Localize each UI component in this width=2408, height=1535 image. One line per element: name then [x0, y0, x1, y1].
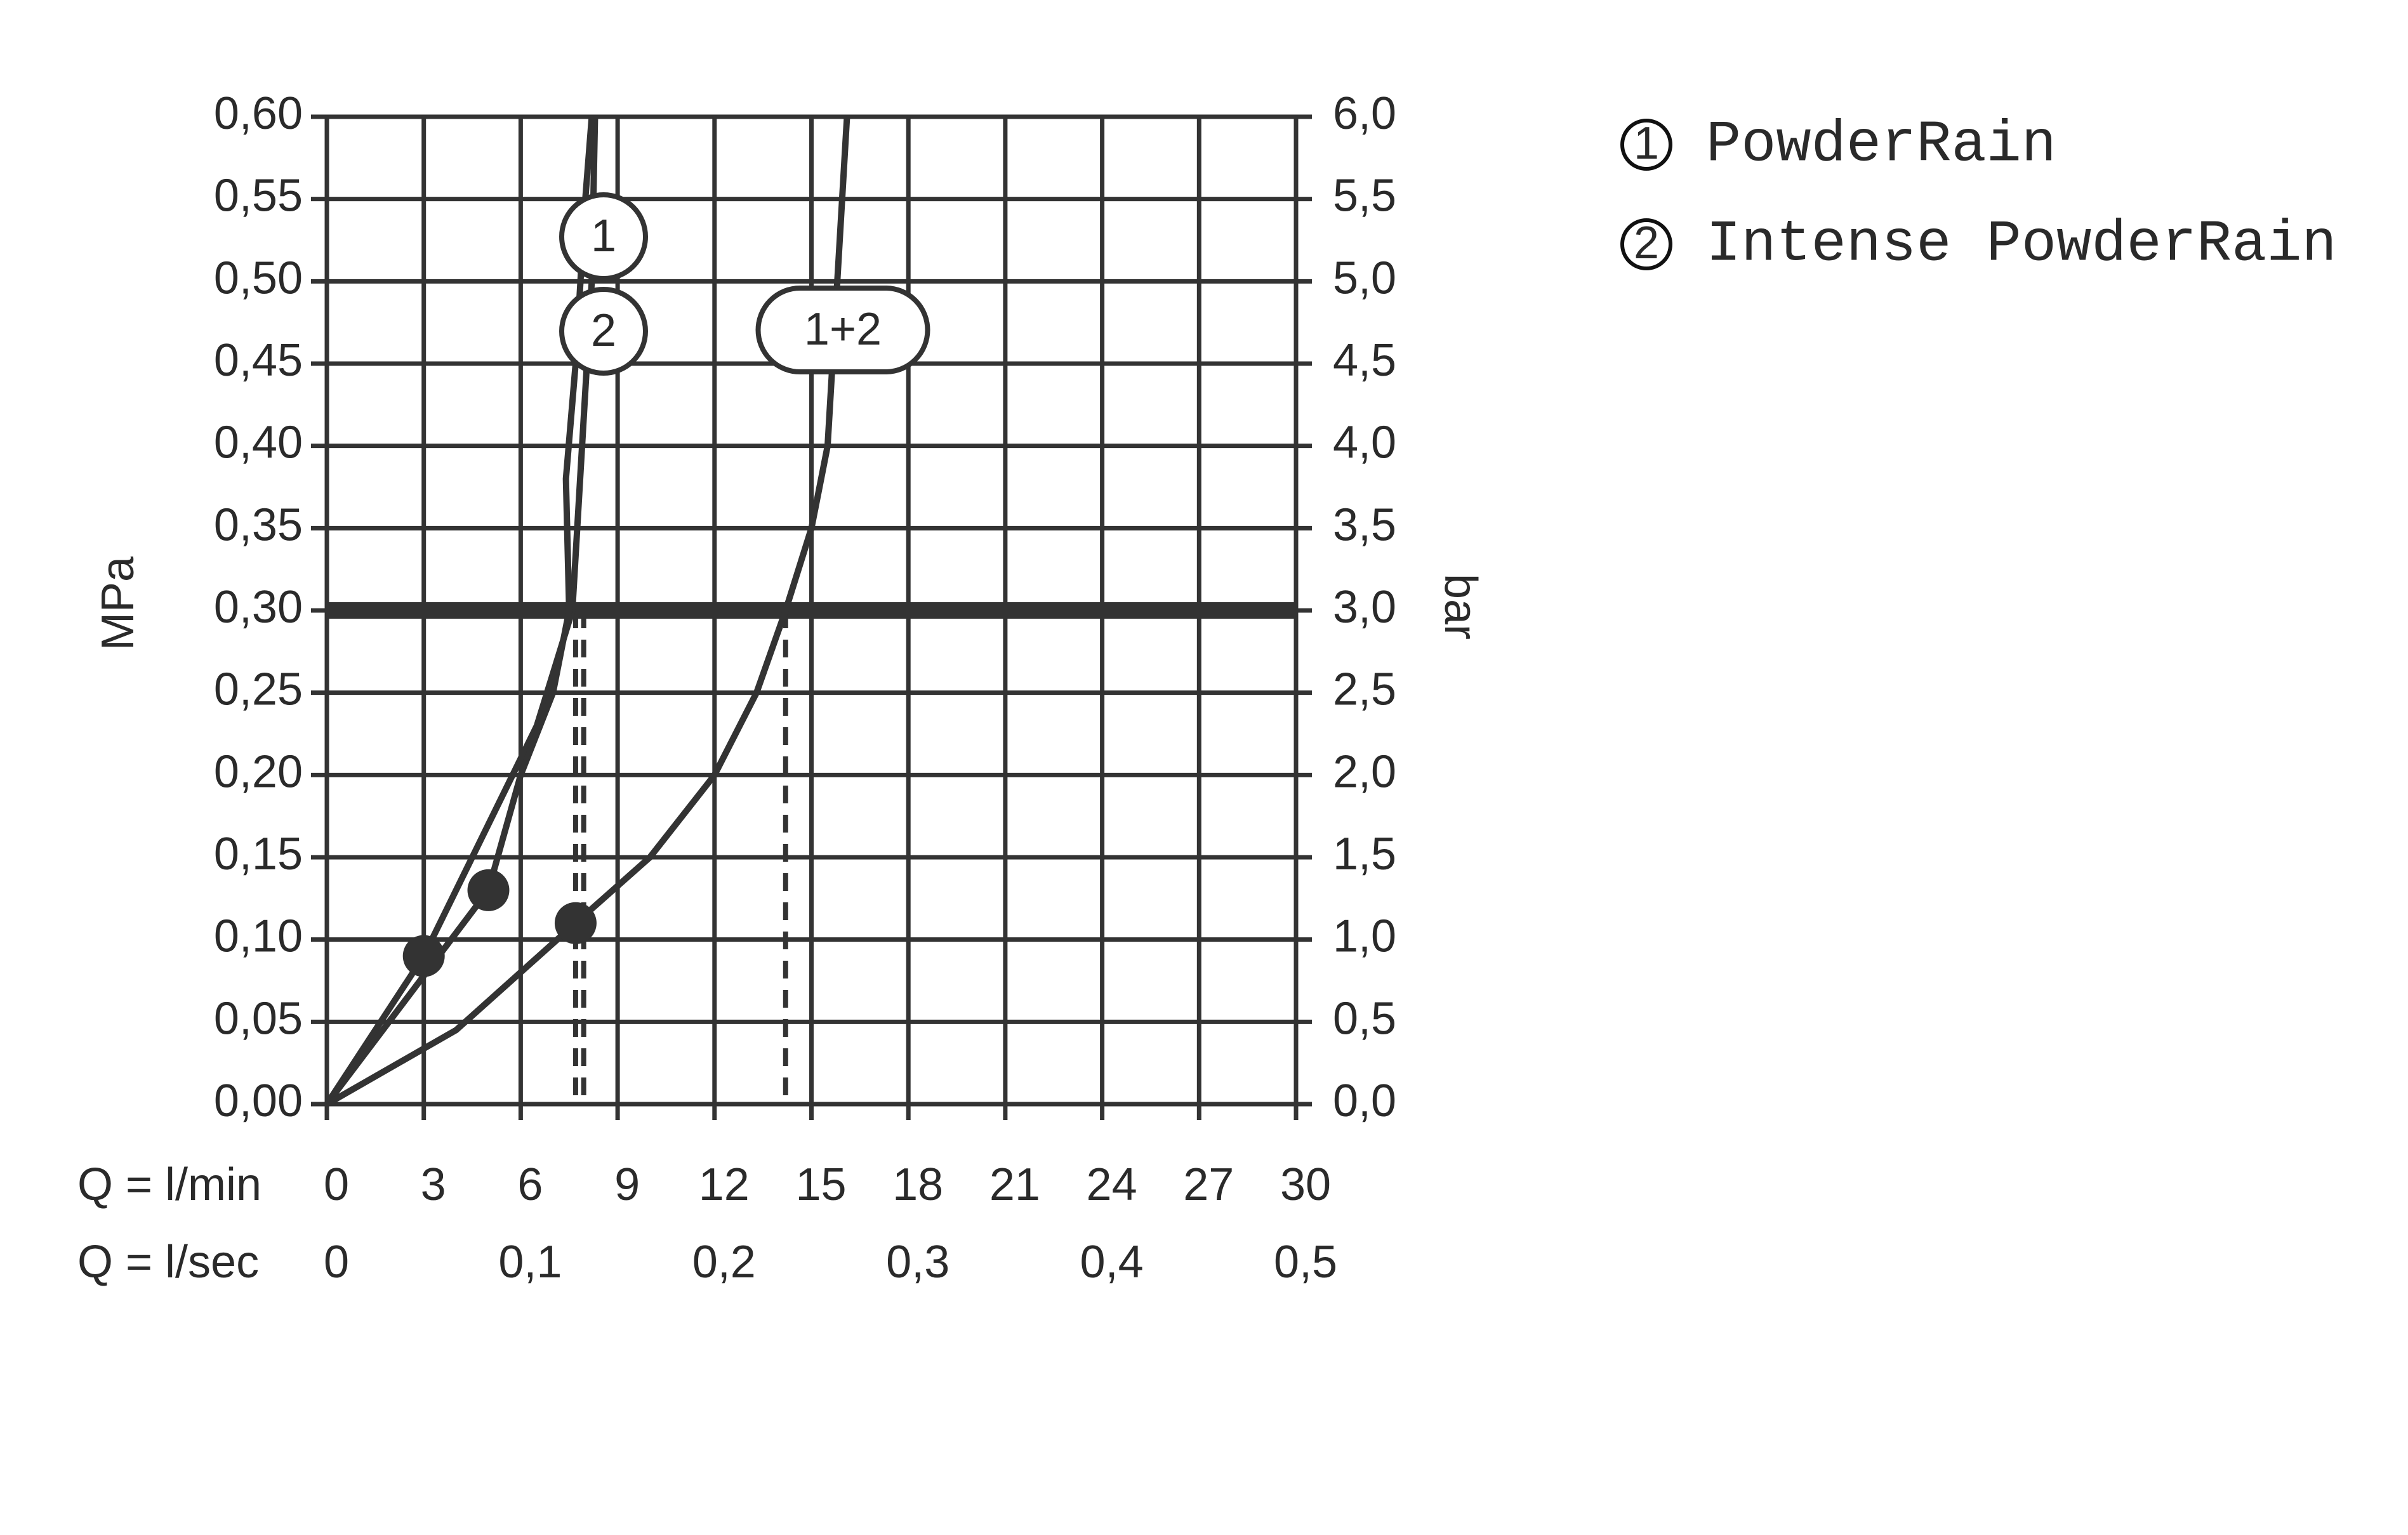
x-tick-label: 9: [614, 1159, 640, 1210]
y-tick-label: 0,40: [214, 418, 303, 468]
x-tick-label: 21: [989, 1159, 1040, 1210]
y-tick-label: 0,05: [214, 993, 303, 1044]
curve-tag-frame: [559, 192, 648, 281]
y2-tick-label: 6,0: [1333, 88, 1396, 139]
x-axis-title: Q = l/min: [77, 1159, 261, 1210]
y2-tick-label: 4,0: [1333, 418, 1396, 468]
legend-symbol-number: 1: [1634, 118, 1659, 169]
x2-tick-label: 0,3: [886, 1237, 949, 1288]
y2-tick-label: 2,5: [1333, 664, 1396, 715]
curve-tag: 1: [591, 211, 616, 261]
legend-symbol-number: 2: [1634, 218, 1659, 268]
legend-entry: PowderRain: [1706, 111, 2056, 178]
x2-tick-label: 0,4: [1080, 1237, 1144, 1288]
x-tick-label: 15: [795, 1159, 846, 1210]
y2-tick-label: 5,5: [1333, 171, 1396, 221]
y-tick-label: 0,25: [214, 664, 303, 715]
x2-tick-label: 0: [324, 1237, 349, 1288]
y2-tick-label: 3,5: [1333, 499, 1396, 550]
curve: [325, 116, 850, 1107]
y2-tick-label: 1,0: [1333, 911, 1396, 962]
legend-symbol: [1620, 218, 1672, 270]
x2-axis-title: Q = l/sec: [77, 1237, 259, 1288]
y-tick-label: 0,15: [214, 829, 303, 879]
x-tick-label: 27: [1183, 1159, 1234, 1210]
curve-tag-frame: [755, 286, 930, 374]
x2-tick-label: 0,5: [1274, 1237, 1337, 1288]
y2-tick-label: 3,0: [1333, 582, 1396, 633]
y2-tick-label: 5,0: [1333, 253, 1396, 303]
y-tick-label: 0,60: [214, 88, 303, 139]
x-tick-label: 0: [324, 1159, 349, 1210]
y2-tick-label: 1,5: [1333, 829, 1396, 879]
curve-tag: 2: [591, 305, 616, 356]
legend-symbol: [1620, 119, 1672, 171]
y2-axis-title: bar: [1435, 574, 1486, 640]
y-tick-label: 0,30: [214, 582, 303, 633]
y-tick-label: 0,00: [214, 1076, 303, 1126]
y-tick-label: 0,55: [214, 171, 303, 221]
curve-tag: 1+2: [804, 304, 882, 355]
y-tick-label: 0,45: [214, 335, 303, 386]
x-tick-label: 30: [1280, 1159, 1331, 1210]
y2-tick-label: 0,0: [1333, 1076, 1396, 1126]
y-tick-label: 0,10: [214, 911, 303, 962]
y2-tick-label: 0,5: [1333, 993, 1396, 1044]
x-tick-label: 3: [421, 1159, 446, 1210]
y-tick-label: 0,35: [214, 499, 303, 550]
y2-tick-label: 2,0: [1333, 746, 1396, 797]
y-axis-title: MPa: [93, 556, 143, 650]
operating-point: [554, 902, 597, 944]
operating-point: [402, 935, 445, 977]
x2-tick-label: 0,1: [498, 1237, 562, 1288]
x-tick-label: 6: [517, 1159, 543, 1210]
operating-point: [467, 869, 510, 911]
x-tick-label: 12: [699, 1159, 750, 1210]
x2-tick-label: 0,2: [692, 1237, 756, 1288]
curve-tag-frame: [559, 287, 648, 376]
y-tick-label: 0,20: [214, 746, 303, 797]
legend-entry: Intense PowderRain: [1706, 211, 2337, 277]
y2-tick-label: 4,5: [1333, 335, 1396, 386]
x-tick-label: 24: [1087, 1159, 1137, 1210]
y-tick-label: 0,50: [214, 253, 303, 303]
x-tick-label: 18: [892, 1159, 943, 1210]
